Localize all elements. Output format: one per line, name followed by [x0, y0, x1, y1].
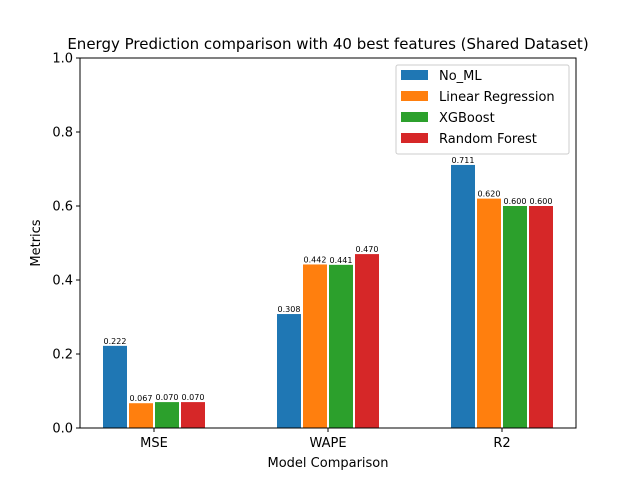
- data-label: 0.600: [530, 197, 553, 206]
- x-tick-label: R2: [493, 436, 510, 451]
- bar-no-ml-mse: [103, 345, 127, 428]
- legend-label: XGBoost: [439, 111, 495, 126]
- bar-no-ml-r2: [451, 164, 475, 428]
- data-label: 0.070: [182, 393, 205, 402]
- data-label: 0.308: [278, 305, 301, 314]
- data-label: 0.070: [156, 393, 179, 402]
- data-label: 0.442: [304, 255, 327, 264]
- data-label: 0.620: [478, 190, 501, 199]
- bar-linear-regression-mse: [129, 403, 153, 428]
- y-tick-label: 0.0: [52, 422, 73, 437]
- legend-label: Linear Regression: [439, 90, 555, 105]
- data-label: 0.600: [504, 197, 527, 206]
- data-label: 0.067: [130, 394, 153, 403]
- legend: No_ML Linear Regression XGBoost Random Fore…: [395, 64, 570, 155]
- data-label: 0.222: [104, 337, 127, 346]
- y-tick-label: 0.8: [52, 126, 73, 141]
- data-label: 0.470: [356, 245, 379, 254]
- legend-swatch-random-forest: [401, 133, 428, 143]
- x-axis-title: Model Comparison: [268, 456, 389, 471]
- y-axis-title: Metrics: [29, 219, 44, 266]
- y-tick-label: 1.0: [52, 52, 73, 67]
- bar-random-forest-mse: [181, 402, 205, 428]
- chart-title: Energy Prediction comparison with 40 bes…: [67, 35, 588, 53]
- y-tick-label: 0.6: [52, 200, 73, 215]
- legend-swatch-no-ml: [401, 70, 428, 80]
- bar-linear-regression-r2: [477, 198, 501, 428]
- legend-swatch-xgboost: [401, 112, 428, 122]
- plot-area: 0.222 0.308 0.711 0.067 0.442 0.620 0.070 0.441…: [52, 52, 577, 451]
- legend-box: [395, 64, 570, 155]
- y-tick-label: 0.2: [52, 348, 73, 363]
- bar-xgboost-r2: [503, 206, 527, 428]
- data-label: 0.711: [452, 156, 475, 165]
- x-tick-label: MSE: [140, 436, 168, 451]
- bar-random-forest-wape: [355, 254, 379, 428]
- bar-xgboost-wape: [329, 264, 353, 428]
- x-tick-label: WAPE: [309, 436, 346, 451]
- legend-swatch-linear-regression: [401, 91, 428, 101]
- bar-xgboost-mse: [155, 402, 179, 428]
- bar-no-ml-wape: [277, 314, 301, 428]
- y-tick-label: 0.4: [52, 274, 73, 289]
- data-label: 0.441: [330, 256, 353, 265]
- bar-linear-regression-wape: [303, 264, 327, 428]
- legend-label: No_ML: [439, 69, 482, 84]
- legend-label: Random Forest: [439, 132, 537, 147]
- bar-random-forest-r2: [529, 206, 553, 428]
